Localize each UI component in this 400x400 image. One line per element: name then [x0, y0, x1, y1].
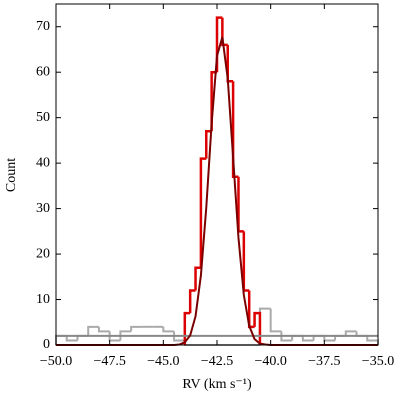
y-tick-label: 60	[36, 64, 50, 79]
histogram-bin	[205, 130, 212, 159]
histogram-bin	[173, 331, 185, 342]
histogram-bin	[226, 44, 234, 83]
histogram-bin	[344, 330, 357, 336]
x-tick-label: −40.0	[254, 354, 286, 369]
y-tick-label: 30	[36, 201, 50, 216]
histogram-bin	[87, 325, 99, 336]
histogram-bin	[194, 266, 201, 291]
x-tick-label: −35.0	[362, 354, 394, 369]
x-tick-label: −47.5	[93, 354, 125, 369]
histogram-bin	[269, 308, 282, 333]
histogram-bin	[183, 311, 191, 345]
x-axis-label: RV (km s⁻¹)	[182, 377, 252, 392]
histogram-bin	[162, 326, 175, 333]
y-tick-label: 10	[36, 292, 50, 307]
histogram-bin	[130, 325, 142, 332]
x-tick-label: −50.0	[40, 354, 72, 369]
histogram-bin	[242, 231, 250, 292]
y-tick-label: 40	[36, 155, 50, 170]
histogram-bin	[65, 335, 78, 342]
x-tick-label: −45.0	[147, 354, 179, 369]
histogram-bin	[301, 335, 314, 342]
histogram-bin	[253, 311, 262, 345]
histogram-bin	[119, 330, 132, 341]
y-tick-label: 70	[36, 19, 50, 34]
histogram-bin	[366, 335, 379, 345]
histogram-bin	[258, 307, 271, 345]
histogram-bin	[97, 326, 110, 333]
histogram-bin	[199, 157, 207, 268]
histogram-bin	[237, 176, 244, 233]
fit-line	[56, 36, 378, 346]
histogram-bin	[231, 81, 239, 179]
y-axis-label: Count	[4, 158, 19, 192]
x-tick-label: −42.5	[201, 354, 233, 369]
x-tick-label: −37.5	[308, 354, 340, 369]
y-tick-label: 50	[36, 110, 50, 125]
histogram-bin	[55, 334, 67, 345]
y-tick-label: 0	[43, 337, 50, 352]
histogram-bin	[188, 289, 196, 314]
y-tick-label: 20	[36, 246, 50, 261]
histogram-bin	[280, 331, 293, 342]
